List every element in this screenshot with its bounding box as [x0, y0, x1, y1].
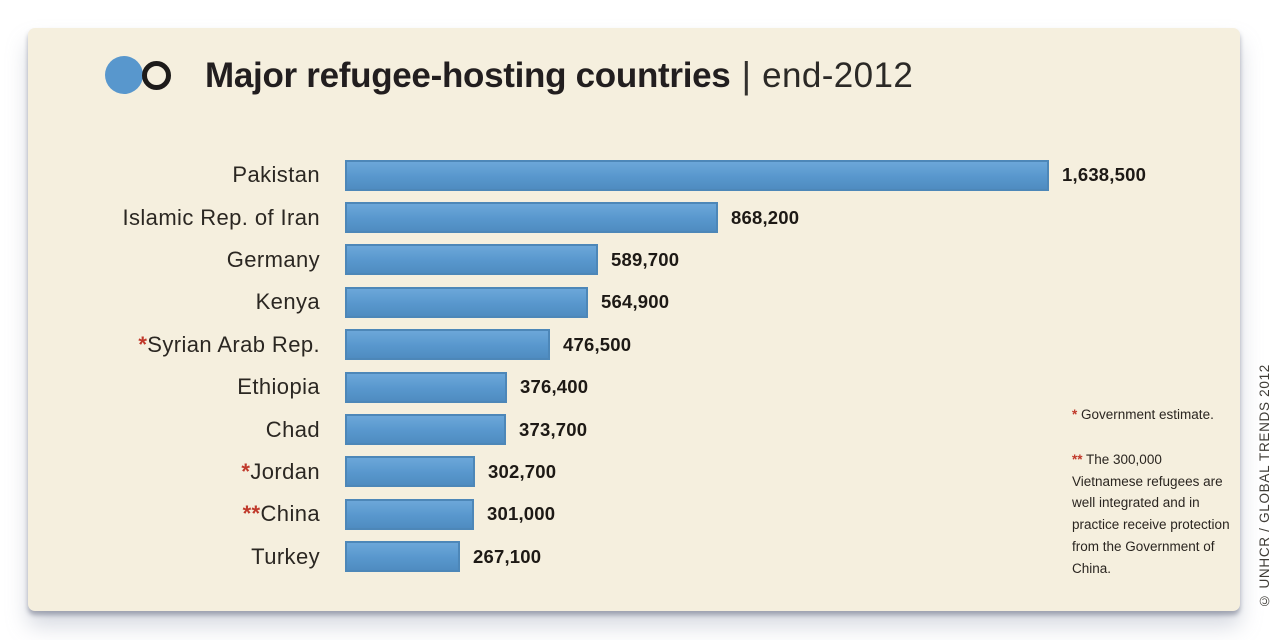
chart-row: Ethiopia 376,400 [72, 366, 1146, 408]
chart-row: Turkey 267,100 [72, 536, 1146, 578]
value-label: 302,700 [488, 460, 557, 482]
country-label: Pakistan [232, 162, 320, 188]
chart-row: *Syrian Arab Rep. 476,500 [72, 324, 1146, 366]
value-bar [345, 286, 588, 318]
copyright-vertical-text: © UNHCR / GLOBAL TRENDS 2012 [1257, 364, 1272, 609]
title-separator: | [741, 55, 752, 96]
footnote-government-estimate: * Government estimate. [1072, 404, 1230, 426]
country-label: Islamic Rep. of Iran [122, 204, 320, 230]
footnote-text: Government estimate. [1077, 407, 1214, 422]
value-label: 373,700 [519, 418, 588, 440]
value-label: 868,200 [731, 206, 800, 228]
chart-row: **China 301,000 [72, 493, 1146, 535]
value-bar [345, 159, 1049, 191]
footnote-text: The 300,000 Vietnamese refugees are well… [1072, 451, 1230, 576]
asterisk: * [241, 458, 251, 484]
value-label: 1,638,500 [1062, 164, 1147, 186]
chart-row: Islamic Rep. of Iran 868,200 [72, 196, 1146, 238]
chart-logo [105, 52, 175, 98]
chart-row: Pakistan 1,638,500 [72, 154, 1146, 196]
country-label: Ethiopia [237, 374, 320, 400]
country-label: Germany [226, 246, 320, 272]
double-asterisk: ** [1072, 451, 1083, 467]
footnote-china-refugees: ** The 300,000 Vietnamese refugees are w… [1072, 449, 1230, 580]
country-label: **China [242, 501, 320, 527]
value-label: 564,900 [601, 291, 670, 313]
blue-dot-icon [105, 56, 143, 94]
infographic-card: Major refugee-hosting countries | end-20… [28, 28, 1240, 611]
chart-row: Chad 373,700 [72, 408, 1146, 450]
value-bar [345, 541, 460, 573]
asterisk: ** [242, 501, 261, 527]
country-label: Turkey [251, 543, 320, 569]
value-bar [345, 244, 598, 276]
value-bar [345, 414, 506, 446]
chart-row: Germany 589,700 [72, 239, 1146, 281]
chart-row: *Jordan 302,700 [72, 451, 1146, 493]
title-main: Major refugee-hosting countries [205, 56, 731, 95]
bar-chart: Pakistan 1,638,500 Islamic Rep. of Iran 868… [72, 154, 1146, 578]
asterisk: * [1072, 407, 1078, 422]
chart-row: Kenya 564,900 [72, 281, 1146, 323]
value-label: 589,700 [611, 248, 680, 270]
country-label: Chad [265, 416, 320, 442]
value-bar [345, 202, 718, 234]
value-label: 376,400 [520, 376, 589, 398]
header: Major refugee-hosting countries | end-20… [105, 52, 913, 98]
value-bar [345, 498, 474, 530]
value-bar [345, 456, 475, 488]
country-label: Kenya [255, 289, 320, 315]
title-period: end-2012 [762, 56, 914, 95]
value-label: 476,500 [563, 333, 632, 355]
value-label: 267,100 [473, 545, 542, 567]
value-bar [345, 329, 550, 361]
page-title: Major refugee-hosting countries | end-20… [205, 54, 913, 96]
value-label: 301,000 [487, 503, 556, 525]
black-ring-icon [142, 61, 171, 90]
value-bar [345, 371, 507, 403]
asterisk: * [138, 331, 148, 357]
country-label: *Jordan [241, 458, 320, 484]
footnotes: * Government estimate. ** The 300,000 Vi… [1072, 404, 1230, 603]
country-label: *Syrian Arab Rep. [138, 331, 320, 357]
